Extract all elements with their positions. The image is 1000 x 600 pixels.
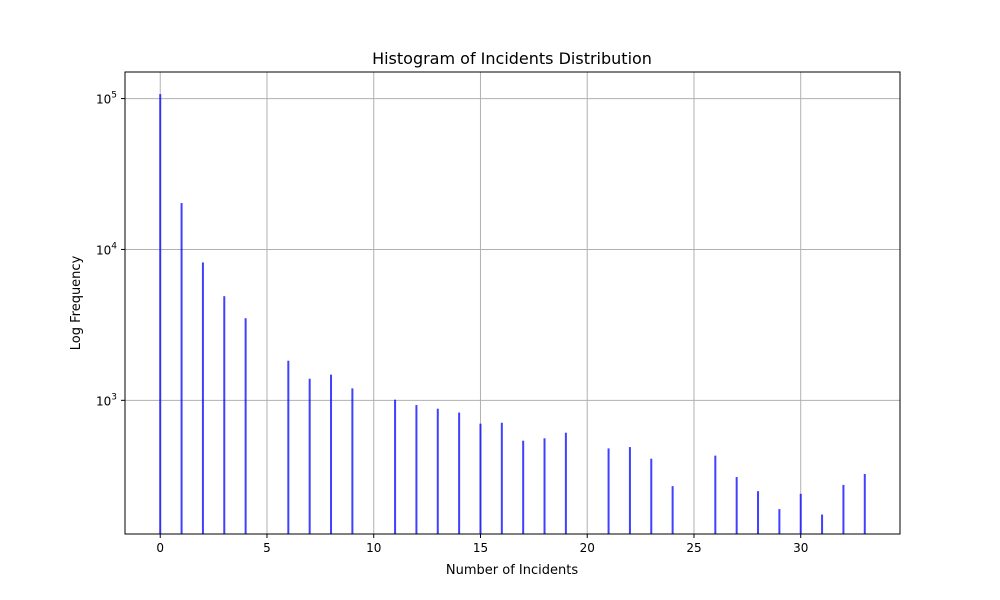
histogram-bar [223, 296, 226, 534]
histogram-bar [479, 423, 482, 534]
y-axis-label: Log Frequency [69, 255, 84, 350]
x-tick-label: 20 [580, 541, 595, 555]
y-tick-label: 103 [96, 392, 117, 408]
histogram-bar [351, 388, 354, 534]
y-tick-base: 10 [96, 93, 111, 107]
bar-series [159, 94, 866, 535]
histogram-bar [458, 412, 461, 534]
histogram-bar [821, 514, 824, 534]
grid-lines [125, 72, 900, 534]
histogram-bar [201, 262, 204, 534]
y-tick-label: 105 [96, 91, 117, 107]
histogram-bar [799, 493, 802, 534]
histogram-bar [650, 458, 653, 534]
histogram-bar [415, 405, 418, 534]
x-tick-label: 10 [366, 541, 381, 555]
x-tick-label: 25 [686, 541, 701, 555]
y-tick-base: 10 [96, 394, 111, 408]
y-tick-exponent: 4 [111, 241, 117, 251]
histogram-bar [308, 378, 311, 534]
chart-title: Histogram of Incidents Distribution [372, 49, 652, 68]
histogram-bar [180, 203, 183, 534]
y-tick-exponent: 3 [111, 392, 117, 402]
histogram-bar [714, 455, 717, 534]
x-tick-label: 15 [473, 541, 488, 555]
histogram-bar [778, 509, 781, 534]
x-tick-label: 30 [793, 541, 808, 555]
histogram-bar [863, 473, 866, 534]
histogram-bar [500, 422, 503, 534]
x-axis-ticks: 0 5 10 15 20 25 30 [156, 534, 808, 555]
histogram-bar [287, 360, 290, 534]
histogram-bar [735, 477, 738, 534]
histogram-bar [543, 438, 546, 534]
histogram-bar [842, 484, 845, 534]
histogram-bar [522, 440, 525, 534]
y-tick-exponent: 5 [111, 91, 117, 101]
plot-area-frame [124, 71, 901, 535]
histogram-bar [159, 94, 162, 535]
histogram-bar [436, 408, 439, 534]
histogram-bar [330, 374, 333, 534]
x-axis-label: Number of Incidents [446, 563, 578, 578]
y-tick-label: 104 [96, 241, 117, 257]
histogram-bar [607, 448, 610, 534]
x-tick-label: 0 [156, 541, 164, 555]
histogram-bar [628, 447, 631, 534]
histogram-bar [564, 432, 567, 534]
histogram-bar [671, 486, 674, 534]
y-tick-base: 10 [96, 243, 111, 257]
histogram-bar [394, 399, 397, 534]
x-tick-label: 5 [263, 541, 271, 555]
histogram-bar [757, 491, 760, 534]
histogram-bar [244, 318, 247, 534]
